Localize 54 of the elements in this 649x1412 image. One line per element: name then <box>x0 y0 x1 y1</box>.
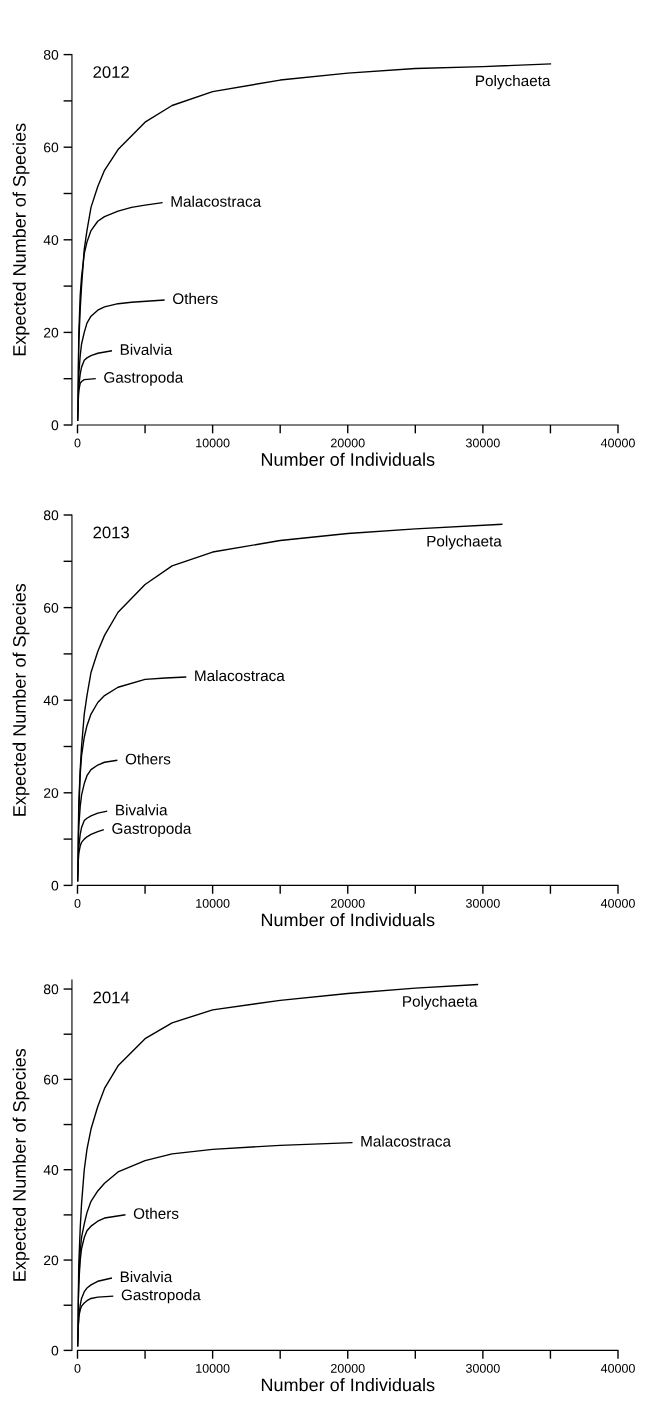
y-tick-label: 20 <box>44 1255 59 1266</box>
x-tick-label: 10000 <box>196 898 230 908</box>
series-label: Others <box>133 1207 179 1219</box>
y-tick-label: 20 <box>44 788 59 798</box>
y-tick-label: 40 <box>43 235 59 245</box>
series-label: Gastropoda <box>104 371 184 386</box>
y-tick-label: 0 <box>51 880 59 891</box>
series-label: Malacostraca <box>361 1135 451 1147</box>
series-label: Polychaeta <box>476 74 551 90</box>
x-tick-label: 30000 <box>465 898 500 908</box>
x-axis-title: Number of Individuals <box>261 1378 435 1392</box>
y-tick-label: 80 <box>43 984 59 995</box>
series-label: Malacostraca <box>195 669 285 682</box>
x-tick-label: 10000 <box>196 438 230 448</box>
x-axis-title: Number of Individuals <box>261 913 435 927</box>
x-tick-label: 0 <box>74 1363 81 1373</box>
y-tick-label: 80 <box>43 49 59 60</box>
series-label: Malacostraca <box>171 195 262 207</box>
y-tick-label: 0 <box>51 1345 59 1356</box>
y-tick-label: 0 <box>51 420 59 431</box>
series-label: Bivalvia <box>120 343 173 356</box>
x-tick-label: 0 <box>74 898 81 908</box>
x-tick-label: 20000 <box>331 898 365 908</box>
y-tick-label: 60 <box>44 602 59 613</box>
y-tick-label: 80 <box>43 510 59 521</box>
series-label: Gastropoda <box>121 1289 201 1304</box>
series-label: Others <box>173 292 218 305</box>
series-label: Bivalvia <box>120 1271 173 1283</box>
text: 2012 <box>93 66 129 78</box>
y-tick-label: 20 <box>44 327 59 338</box>
y-axis-title: Expected Number of Species <box>12 123 30 356</box>
series-label: Bivalvia <box>116 804 168 816</box>
x-tick-label: 40000 <box>600 898 635 908</box>
y-axis-title: Expected Number of Species <box>12 1048 30 1281</box>
x-tick-label: 20000 <box>331 1363 365 1373</box>
y-axis-title: Expected Number of Species <box>12 583 30 816</box>
y-tick-label: 40 <box>43 1165 59 1175</box>
x-tick-label: 10000 <box>196 1363 230 1373</box>
series-label: Polychaeta <box>403 995 478 1010</box>
x-tick-label: 30000 <box>465 1363 500 1373</box>
x-tick-label: 40000 <box>600 438 635 448</box>
y-tick-label: 60 <box>44 142 59 153</box>
x-tick-label: 20000 <box>331 438 365 448</box>
x-axis-title: Number of Individuals <box>261 452 435 466</box>
x-tick-label: 40000 <box>600 1363 635 1373</box>
text: 2014 <box>93 991 130 1004</box>
x-tick-label: 30000 <box>465 438 500 448</box>
y-tick-label: 40 <box>43 695 59 706</box>
y-tick-label: 60 <box>44 1074 59 1085</box>
series-label: Polychaeta <box>427 535 502 550</box>
series-label: Others <box>125 753 171 765</box>
series-label: Gastropoda <box>112 822 192 837</box>
text: 2013 <box>93 526 129 539</box>
x-tick-label: 0 <box>74 438 81 448</box>
